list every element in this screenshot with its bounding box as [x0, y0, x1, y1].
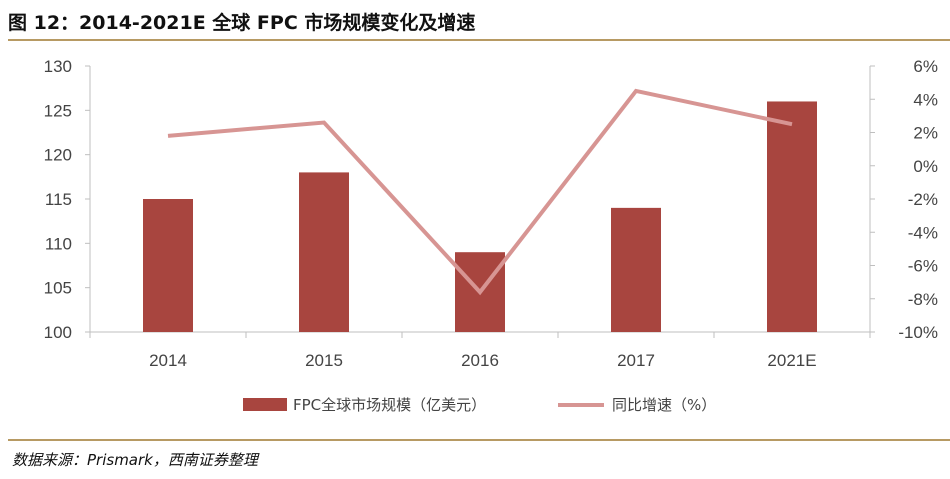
y-tick-label-left: 130: [44, 57, 72, 76]
x-tick-label: 2017: [617, 351, 655, 370]
y-tick-label-right: 2%: [913, 124, 938, 143]
y-tick-label-left: 110: [45, 234, 72, 253]
legend-label-bar: FPC全球市场规模（亿美元）: [293, 396, 486, 414]
x-tick-label: 2016: [461, 351, 499, 370]
legend-swatch-bar: [243, 398, 287, 411]
chart-title: 图 12：2014-2021E 全球 FPC 市场规模变化及增速: [8, 12, 476, 34]
x-tick-label: 2015: [305, 351, 343, 370]
bar: [299, 172, 349, 332]
bar: [611, 207, 661, 332]
legend-label-line: 同比增速（%）: [612, 396, 716, 414]
y-tick-label-left: 100: [44, 323, 72, 342]
y-tick-label-left: 115: [45, 190, 72, 209]
source-note: 数据来源：Prismark，西南证券整理: [12, 451, 258, 469]
y-tick-label-right: 0%: [913, 157, 938, 176]
y-tick-label-left: 105: [44, 279, 72, 298]
x-tick-label: 2021E: [767, 351, 816, 370]
y-tick-label-right: -8%: [908, 290, 938, 309]
y-tick-label-right: -10%: [898, 323, 938, 342]
y-tick-label-right: -2%: [908, 190, 938, 209]
bar: [767, 101, 817, 332]
footer-divider: [8, 439, 950, 441]
y-tick-label-left: 120: [44, 146, 72, 165]
y-tick-label-right: 6%: [913, 57, 938, 76]
y-tick-label-right: 4%: [913, 90, 938, 109]
x-tick-label: 2014: [149, 351, 187, 370]
bar: [143, 199, 193, 332]
title-divider: [8, 39, 950, 41]
y-tick-label-left: 125: [44, 101, 72, 120]
y-tick-label-right: -4%: [908, 223, 938, 242]
y-tick-label-right: -6%: [908, 257, 938, 276]
